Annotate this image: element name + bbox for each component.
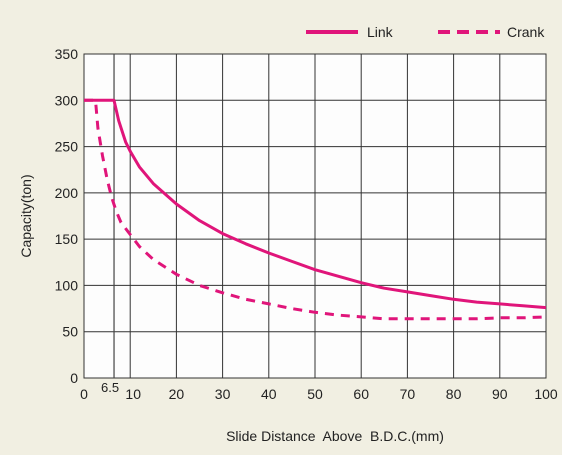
y-tick-label-350: 350 (55, 46, 79, 62)
gridlines (83, 53, 547, 379)
x-tick-labels: 0 10 20 30 40 50 60 70 80 90 100 (80, 386, 558, 402)
x-tick-label-50: 50 (307, 386, 323, 402)
legend-label-link: Link (367, 24, 394, 40)
y-tick-label-300: 300 (55, 92, 79, 108)
x-tick-label-90: 90 (492, 386, 508, 402)
x-tick-label-60: 60 (353, 386, 369, 402)
y-axis-label: Capacity(ton) (18, 174, 34, 257)
y-tick-label-250: 250 (55, 139, 79, 155)
x-tick-label-80: 80 (446, 386, 462, 402)
legend: Link Crank (306, 24, 545, 40)
x-tick-label-70: 70 (400, 386, 416, 402)
y-tick-label-200: 200 (55, 185, 79, 201)
y-tick-label-150: 150 (55, 231, 79, 247)
y-tick-label-50: 50 (62, 324, 78, 340)
x-tick-label-100: 100 (534, 386, 558, 402)
x-tick-label-30: 30 (215, 386, 231, 402)
series-line-link (84, 98, 547, 310)
series-group (84, 98, 547, 321)
annotation-6-5: 6.5 (101, 54, 119, 395)
legend-label-crank: Crank (507, 24, 545, 40)
x-axis-label: Slide Distance Above B.D.C.(mm) (226, 428, 444, 444)
y-tick-label-0: 0 (70, 370, 78, 386)
x-tick-label-40: 40 (261, 386, 277, 402)
series-line-crank (84, 98, 547, 321)
y-tick-labels: 0 50 100 150 200 250 300 350 (55, 46, 79, 386)
x-tick-label-10: 10 (125, 386, 141, 402)
y-tick-label-100: 100 (55, 277, 79, 293)
x-tick-label-0: 0 (80, 386, 88, 402)
annotation-label: 6.5 (101, 380, 119, 395)
x-tick-label-20: 20 (169, 386, 185, 402)
